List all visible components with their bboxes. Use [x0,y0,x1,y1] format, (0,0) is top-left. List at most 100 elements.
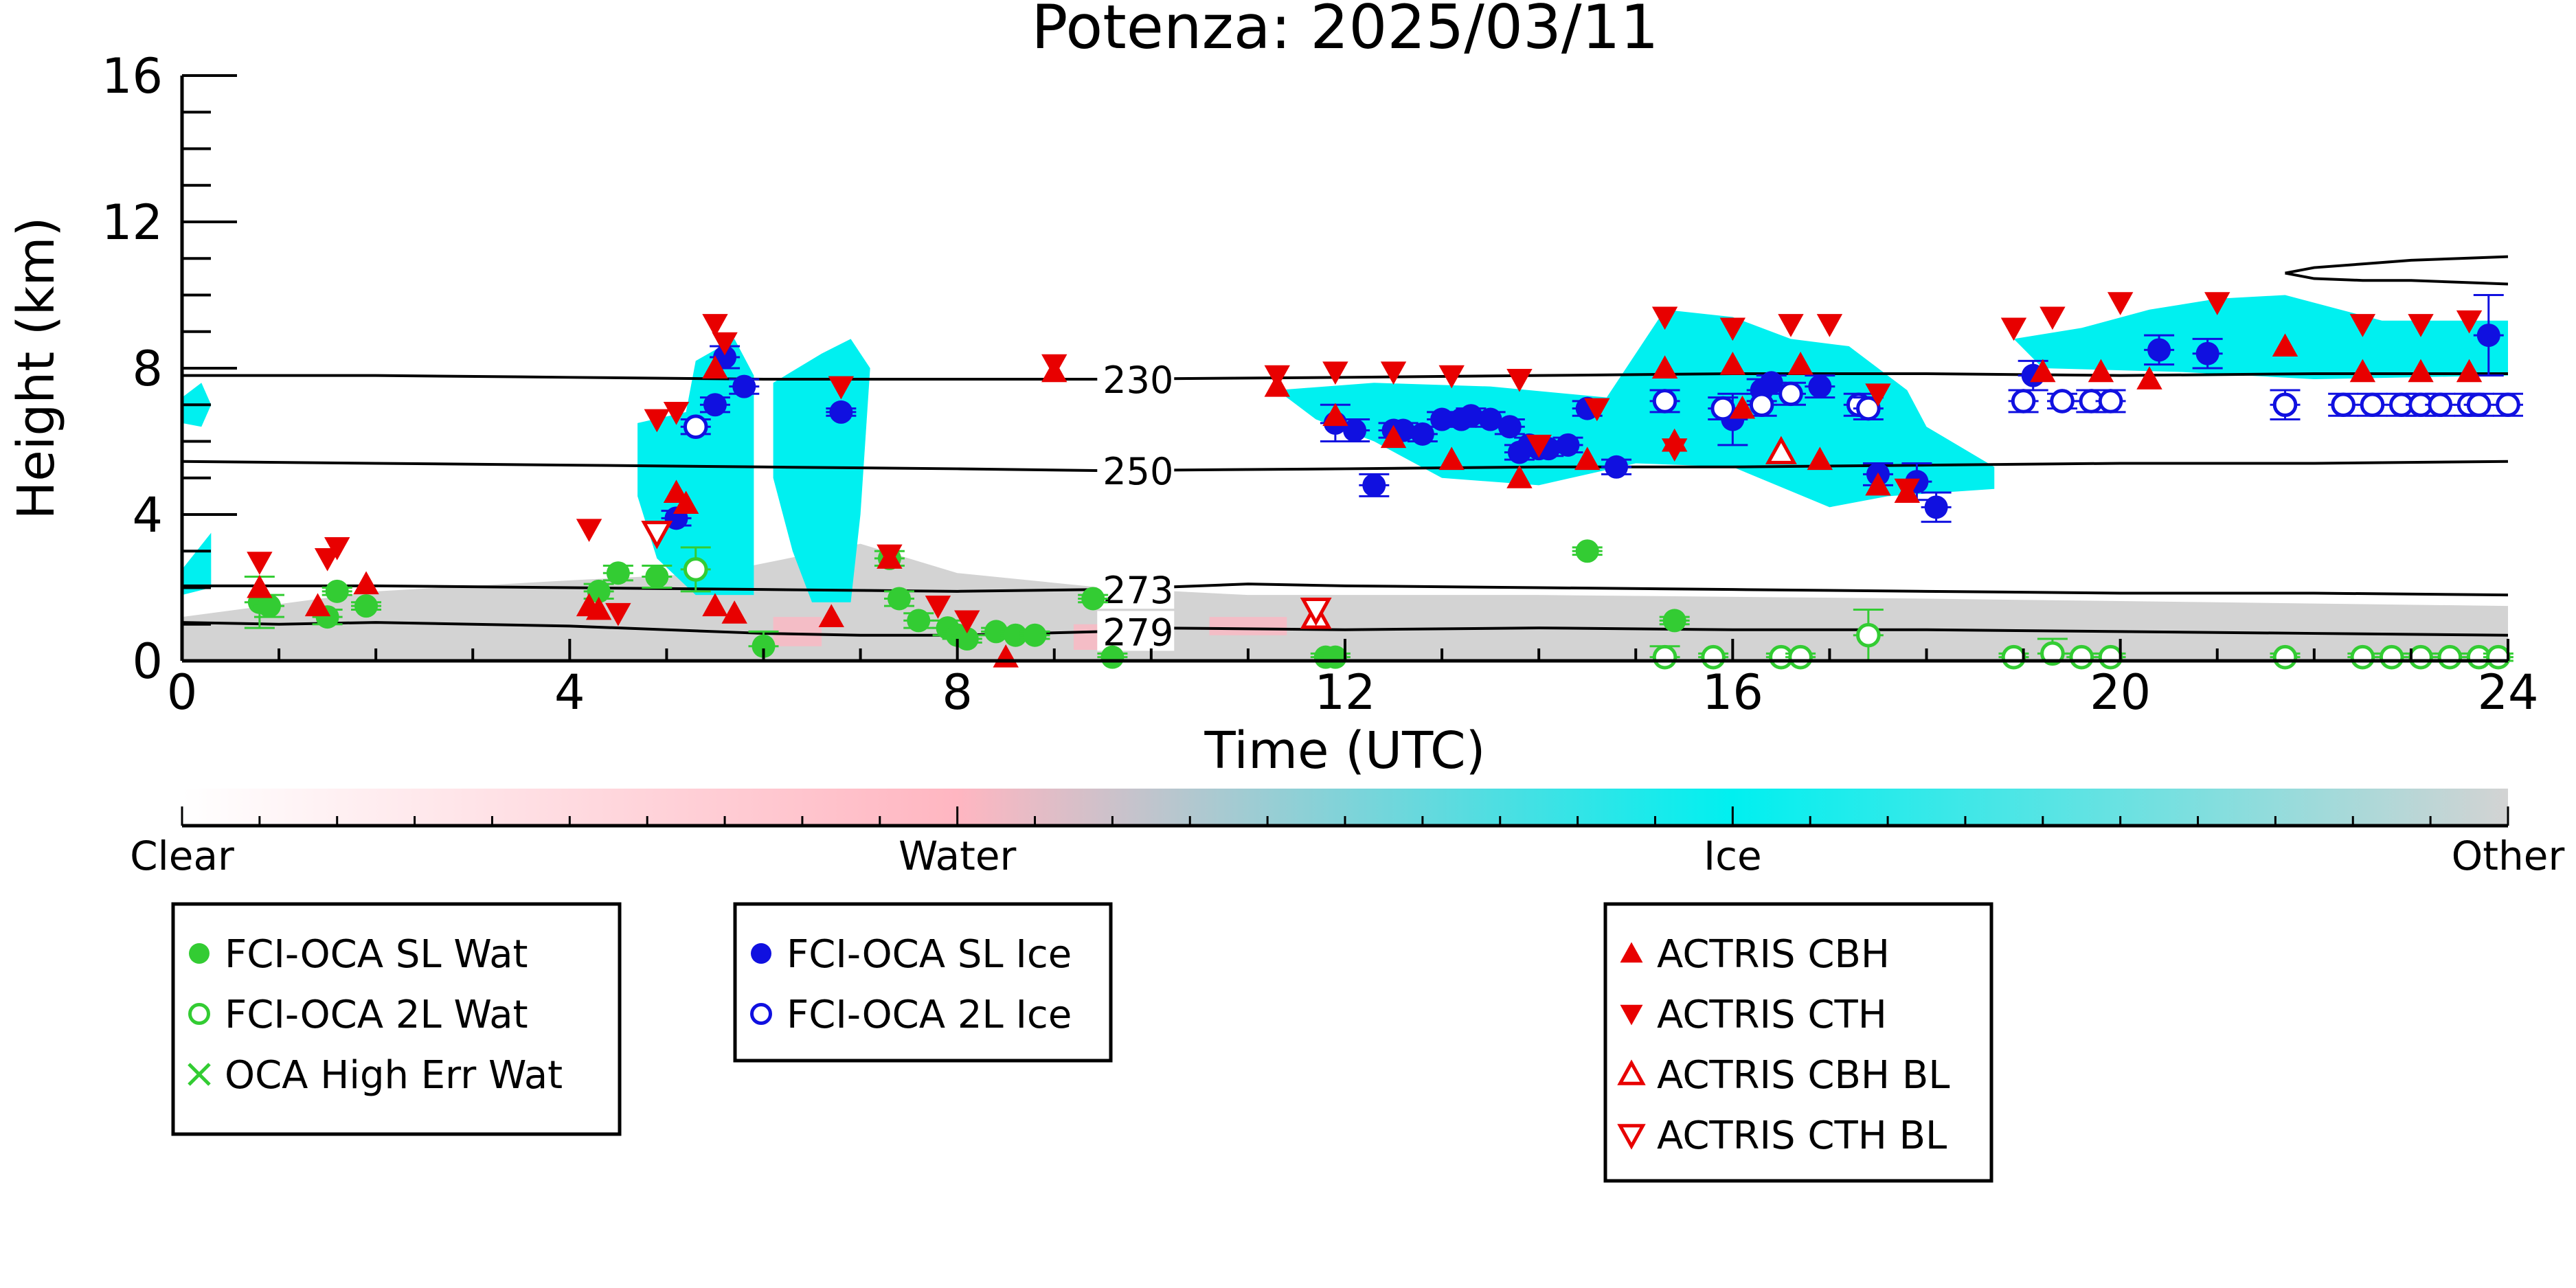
data-point [645,565,669,589]
data-point [1478,407,1502,431]
colorbar-label: Clear [130,833,234,879]
y-tick-label: 0 [132,633,163,690]
data-point [606,561,630,585]
legend-label: ACTRIS CTH BL [1657,1114,1947,1158]
data-point [2408,359,2434,383]
data-point [257,594,281,618]
x-tick-label: 4 [554,664,585,721]
data-point [702,314,728,337]
data-point [1322,361,1348,385]
data-point [1574,447,1601,471]
cloud-region-water [1209,617,1287,635]
data-point [1584,398,1610,422]
legend-marker [1617,1124,1646,1150]
data-point [1438,365,1465,389]
data-point [2069,644,2094,670]
data-point [1865,383,1891,407]
contour-line [2285,271,2508,286]
data-point [1526,434,1552,458]
y-tick-label: 8 [132,341,163,397]
contour-label-bg [1097,611,1175,651]
data-point [703,393,727,417]
data-point [1652,389,1677,414]
cloud-region-ice [182,532,212,596]
data-point [954,610,980,634]
data-point [247,574,273,598]
data-point [2098,389,2123,414]
data-point [1719,351,1746,375]
legend-label: ACTRIS CBH [1657,932,1890,977]
legend-marker [1620,942,1643,963]
data-point [1438,447,1465,471]
data-point [576,519,602,542]
data-point [2272,644,2298,670]
data-point [1924,495,1948,519]
data-point [712,332,738,356]
data-point [2088,359,2114,383]
data-point [1343,418,1367,442]
cloud-region-water [773,617,822,646]
data-point [1380,425,1407,449]
data-point [1710,396,1736,421]
data-point [1765,436,1797,464]
data-point [2350,644,2375,670]
contour-label: 250 [1103,450,1173,493]
data-point [2349,314,2376,337]
data-point [2040,306,2066,330]
data-point [1410,422,1434,446]
data-point [1605,455,1629,479]
x-tick-label: 12 [1314,664,1375,721]
data-point [721,600,747,624]
legends: FCI-OCA SL Wat FCI-OCA 2L Wat OCA High Err… [171,902,1993,1183]
data-point [324,536,350,561]
data-point [984,620,1008,644]
data-point [732,374,756,398]
data-point [1506,465,1533,488]
legend-box [1603,902,1993,1183]
data-point [1323,645,1347,669]
x-axis-label: Time (UTC) [1204,721,1485,780]
y-tick-label: 16 [102,48,163,104]
data-point [641,521,673,550]
colorbar: Clear Water Ice Other [130,789,2564,879]
data-point [1788,644,1813,670]
data-point [304,593,331,617]
data-point [1808,374,1832,398]
data-point [2204,292,2230,315]
data-point [2272,333,2298,357]
legend-marker [750,1003,772,1025]
legend-label: FCI-OCA SL Wat [225,932,528,977]
data-point [829,400,853,424]
data-point [2195,341,2219,365]
data-point [683,414,708,440]
data-point [2000,317,2027,341]
x-tick-label: 16 [1702,664,1763,721]
colorbar-label: Ice [1704,833,1762,879]
data-point [702,355,728,379]
data-markers [244,292,2523,670]
data-point [1661,438,1688,462]
legend-marker [1620,1004,1643,1026]
data-point [2456,310,2483,334]
colorbar-label: Other [2452,833,2565,879]
data-point [2107,292,2134,315]
legend-label: FCI-OCA 2L Wat [225,993,528,1037]
data-point [2466,392,2492,418]
data-point [2272,392,2298,418]
legend-label: FCI-OCA 2L Ice [787,993,1072,1037]
data-point [828,376,855,400]
data-point [353,571,379,595]
contour-line [182,460,2508,473]
data-point [752,634,776,658]
colorbar-label: Water [899,833,1017,879]
data-point [1651,355,1678,379]
data-point [2001,644,2026,670]
data-point [818,604,844,628]
data-point [955,627,979,651]
data-point [2456,359,2483,383]
data-point [1081,587,1105,611]
x-tick-label: 8 [942,664,973,721]
legend-box [171,902,622,1136]
data-point [2379,644,2404,670]
